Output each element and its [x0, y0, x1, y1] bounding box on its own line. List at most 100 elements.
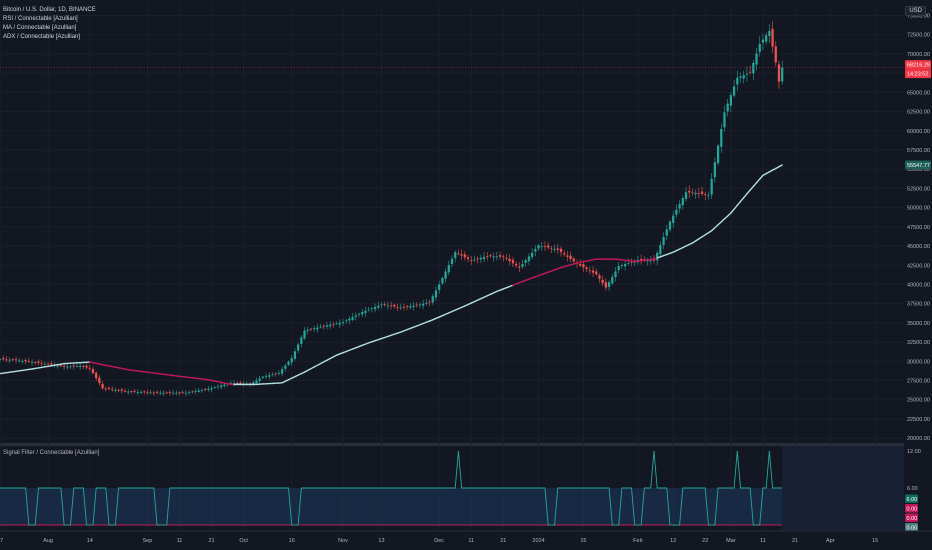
- price-tick-label: 32500.00: [907, 340, 930, 346]
- candle-body: [418, 304, 422, 306]
- candle-body: [742, 75, 745, 79]
- ma-segment: [759, 174, 764, 180]
- candle-body: [370, 308, 373, 310]
- price-tick-label: 52500.00: [907, 186, 930, 192]
- candle-body: [37, 361, 40, 363]
- candle-body: [505, 258, 508, 259]
- candle-body: [531, 252, 534, 258]
- price-tick-label: 65000.00: [907, 90, 930, 96]
- candle-body: [79, 365, 82, 367]
- candle-body: [749, 71, 752, 73]
- time-tick-label: Sep: [143, 538, 153, 544]
- signal-band: [0, 488, 783, 526]
- ma-segment: [717, 221, 722, 226]
- indicator-adx[interactable]: ADX / Connectable [Azullian]: [3, 34, 81, 40]
- candle-body: [252, 382, 255, 384]
- candle-body: [556, 248, 559, 250]
- candle-body: [162, 392, 165, 394]
- candle-body: [444, 271, 447, 279]
- candle-body: [316, 327, 319, 330]
- candle-body: [777, 64, 781, 82]
- price-axis: 75000.0072500.0070000.0067500.0065000.00…: [905, 14, 931, 532]
- candle-body: [130, 391, 133, 393]
- candle-body: [524, 260, 527, 263]
- price-tick-label: 47500.00: [907, 225, 930, 231]
- candle-body: [325, 325, 329, 327]
- signal-future-band: [782, 446, 904, 530]
- candle-body: [579, 263, 582, 266]
- candle-body: [678, 203, 681, 209]
- candle-body: [672, 215, 675, 223]
- candle-body: [601, 279, 604, 284]
- price-tick-label: 42500.00: [907, 263, 930, 269]
- candle-body: [210, 388, 213, 390]
- candle-body: [595, 271, 598, 275]
- candle-body: [82, 365, 85, 367]
- candle-body: [293, 351, 297, 359]
- candle-body: [191, 391, 194, 393]
- candle-body: [540, 246, 543, 247]
- signal-tick-label: 6.00: [907, 486, 918, 492]
- candle-body: [736, 77, 739, 85]
- candle-body: [18, 360, 21, 362]
- price-tick-label: 57500.00: [907, 148, 930, 154]
- candle-body: [364, 310, 367, 314]
- candle-body: [14, 359, 18, 361]
- candle-body: [697, 193, 700, 194]
- subpane-title[interactable]: Signal Filter / Connectable [Azullian]: [3, 450, 100, 456]
- candle-body: [521, 263, 524, 267]
- pane-separator: [0, 443, 904, 446]
- candle-body: [591, 270, 595, 273]
- currency-button[interactable]: USD: [905, 6, 926, 16]
- candle-body: [479, 257, 482, 260]
- candle-body: [393, 304, 396, 307]
- time-tick-label: 21: [209, 538, 215, 544]
- candle-body: [341, 322, 345, 324]
- candle-body: [640, 259, 643, 261]
- candle-body: [66, 366, 69, 368]
- ma-segment: [749, 185, 755, 191]
- candle-body: [752, 62, 755, 74]
- symbol-title[interactable]: Bitcoin / U.S. Dollar, 1D, BINANCE: [3, 7, 96, 13]
- candle-body: [354, 315, 357, 317]
- candle-body: [373, 307, 377, 310]
- candle-body: [588, 270, 591, 272]
- price-tick-label: 75000.00: [907, 14, 930, 20]
- candle-body: [117, 389, 120, 391]
- candle-body: [91, 368, 95, 374]
- ma-segment: [752, 182, 758, 188]
- ma-segment: [726, 212, 732, 217]
- candle-body: [620, 265, 624, 266]
- candle-body: [652, 259, 656, 261]
- candle-body: [614, 271, 617, 278]
- last-price-label-bg: [905, 60, 931, 70]
- price-tick-label: 60000.00: [907, 129, 930, 135]
- candle-body: [104, 388, 107, 390]
- price-tick-label: 40000.00: [907, 282, 930, 288]
- indicator-rsi[interactable]: RSI / Connectable [Azullian]: [3, 16, 78, 22]
- candle-body: [668, 221, 672, 230]
- signal-badge: 6.00: [907, 497, 918, 503]
- candle-body: [438, 284, 441, 290]
- countdown-label-bg: [905, 69, 931, 79]
- price-tick-label: 35000.00: [907, 321, 930, 327]
- candle-body: [361, 312, 364, 315]
- candle-body: [178, 392, 181, 393]
- candle-body: [21, 360, 24, 362]
- candle-body: [357, 313, 361, 315]
- candle-body: [761, 39, 765, 43]
- ma-segment: [710, 227, 716, 232]
- candle-body: [220, 385, 223, 388]
- candle-body: [43, 363, 47, 365]
- candle-body: [88, 367, 91, 369]
- candle-body: [534, 248, 537, 252]
- candle-body: [396, 306, 399, 308]
- candle-body: [46, 363, 50, 365]
- candle-body: [511, 259, 515, 264]
- candle-body: [329, 324, 332, 327]
- ma-segment: [714, 224, 719, 229]
- ma-segment: [733, 204, 739, 210]
- candle-body: [120, 389, 123, 391]
- countdown-label: 14:23:52: [907, 72, 928, 78]
- indicator-ma[interactable]: MA / Connectable [Azullian]: [3, 25, 77, 31]
